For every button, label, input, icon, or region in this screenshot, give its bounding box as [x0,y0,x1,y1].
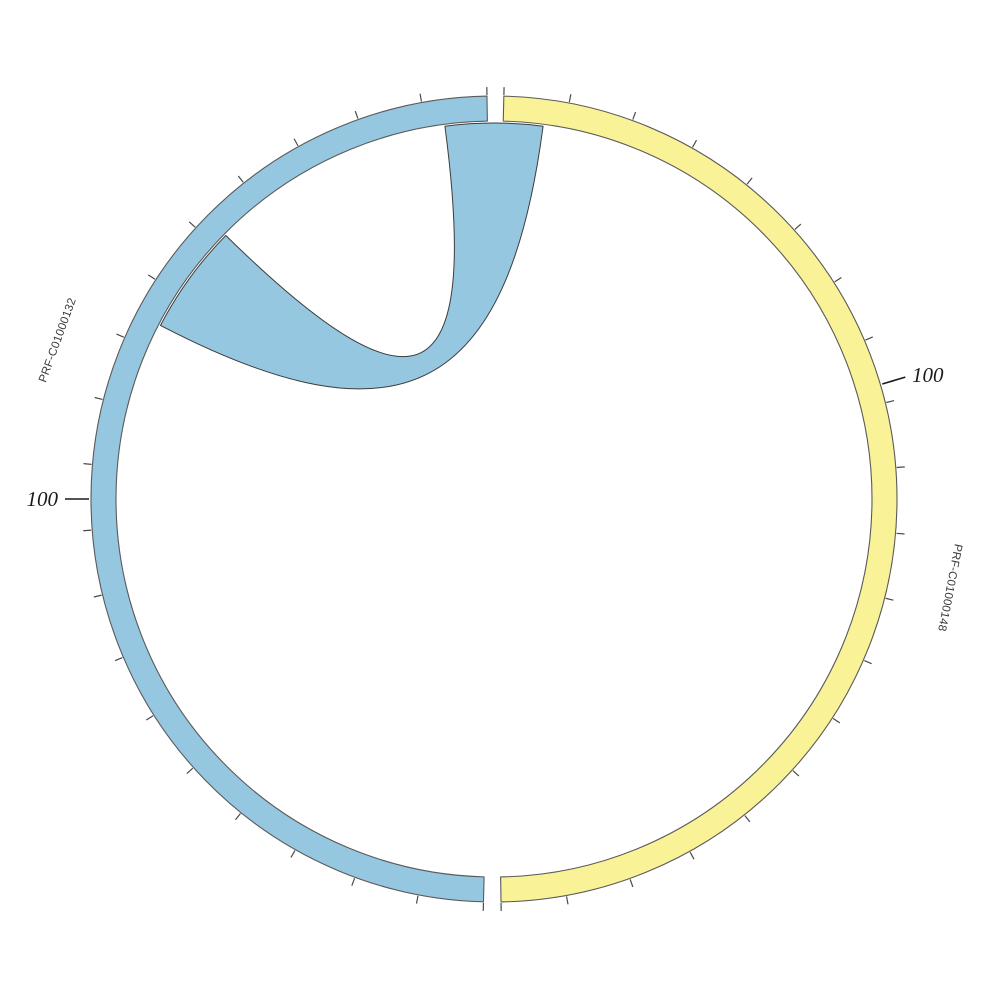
minor-tick-mark [415,895,419,904]
minor-tick-mark [692,139,698,148]
tick-value-label: 100 [912,363,944,387]
tick-value-labels-group: 100 100 [27,363,945,511]
minor-tick-mark [746,177,753,185]
minor-tick-mark [865,336,874,341]
ideogram-arc-prf-c01000132[interactable] [500,95,898,903]
minor-tick-mark [864,659,872,665]
minor-tick-mark [147,274,156,280]
minor-tick-mark [83,463,92,465]
minor-tick-mark [794,223,802,230]
minor-tick-mark [188,221,196,228]
minor-tick-mark [116,333,125,338]
minor-tick-mark [114,656,123,662]
minor-tick-mark [834,277,842,283]
chromosome-name-label: PRF-C01000132 [37,296,79,384]
minor-tick-mark [234,813,241,821]
minor-tick-mark [354,110,359,119]
minor-tick-mark [744,815,751,823]
ideogram-arcs-group [90,95,898,903]
minor-tick-mark [351,877,356,886]
tick-leader-line [882,376,906,385]
chromosome-name-label: PRF-C01000148 [935,543,964,633]
minor-tick-mark [632,111,637,120]
ideogram-arc-prf-c01000148[interactable] [90,95,488,903]
minor-tick-mark [792,770,800,777]
minor-tick-mark [885,597,894,601]
minor-tick-mark [629,879,634,888]
tick-value-label: 100 [27,487,59,511]
minor-tick-mark [896,532,905,535]
minor-tick-mark [145,715,154,721]
chromosome-name-labels-group: PRF-C01000132 PRF-C01000148 [37,296,964,632]
minor-tick-mark [186,767,194,775]
minor-tick-mark [237,175,244,183]
minor-tick-mark [832,718,841,724]
minor-tick-mark [94,396,103,401]
minor-tick-mark [83,529,92,532]
minor-tick-mark [419,93,423,102]
tick-marks-group [83,87,905,911]
link-ribbons-group [159,122,544,390]
minor-tick-mark [293,138,299,147]
minor-tick-mark [886,399,895,404]
minor-tick-mark [689,851,695,860]
minor-tick-mark [93,594,102,598]
minor-tick-mark [565,896,569,905]
link-ribbon[interactable] [159,122,544,390]
minor-tick-mark [896,466,905,469]
minor-tick-mark [568,94,572,103]
minor-tick-mark [290,850,296,858]
